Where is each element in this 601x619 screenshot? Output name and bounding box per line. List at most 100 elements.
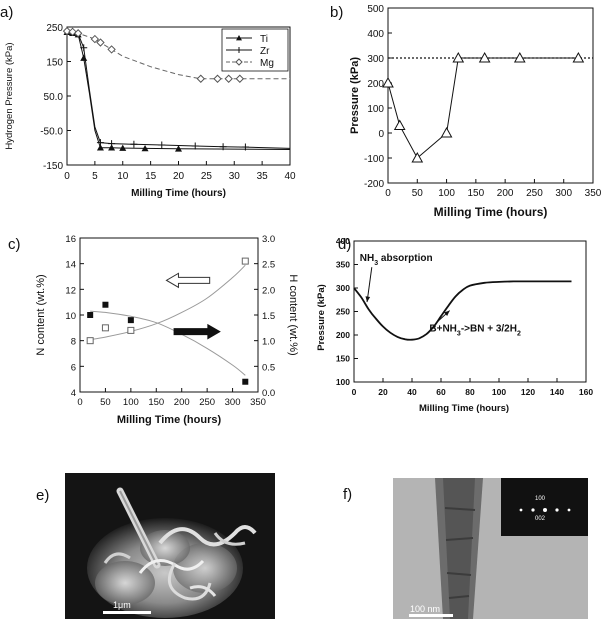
chart-b-ytick-label: 200: [367, 79, 384, 90]
chart-b-ylabel: Pressure (kPa): [349, 57, 361, 134]
chart-a-ytick-label: 50.0: [44, 92, 64, 103]
chart-c-frame: [79, 237, 259, 393]
chart-c-point-right: [241, 257, 249, 265]
chart-c-y2tick-label: 0.5: [262, 362, 275, 373]
chart-d-annotation-tail: ->BN + 3/2H: [461, 324, 517, 335]
chart-a-point-ti: [80, 54, 88, 61]
chart-c-xtick-label: 0: [77, 397, 82, 408]
chart-d-annotation-text: NH: [360, 253, 374, 264]
chart-d-ytick-label: 200: [336, 330, 350, 340]
chart-d-annotation-sub: 3: [374, 260, 378, 267]
chart-d-xtick-label: 20: [378, 387, 388, 397]
tem-micrograph: 100 002 100 nm: [393, 478, 588, 619]
chart-d-annotation-0: NH3 absorption: [360, 253, 433, 267]
chart-c-ytick-label: 4: [71, 388, 76, 399]
chart-a-point-mg: [73, 29, 83, 38]
chart-d-annotation-sub2: 2: [517, 330, 521, 337]
chart-a-point-ti: [119, 144, 127, 151]
chart-a-xtick-label: 25: [201, 171, 213, 182]
chart-d-annotation-text: B+NH: [429, 324, 457, 335]
chart-b-point: [393, 119, 406, 130]
chart-c-arrow-filled: [173, 323, 221, 340]
chart-b-ytick-label: 0: [378, 129, 384, 140]
chart-a-point-zr: [96, 139, 104, 147]
chart-d-xtick-label: 100: [492, 387, 506, 397]
chart-d-xtick-label: 80: [465, 387, 475, 397]
chart-d-ytick-label: 100: [336, 377, 350, 387]
chart-c-ylabel: N content (wt.%): [35, 274, 47, 355]
chart-c-point-right: [127, 326, 135, 334]
chart-a-point-mg: [235, 74, 245, 83]
chart-a-xtick-label: 5: [92, 171, 98, 182]
chart-d-ylabel: Pressure (kPa): [316, 284, 327, 351]
chart-c-ytick-label: 6: [71, 362, 76, 373]
sem-image: [65, 473, 275, 619]
chart-b-ytick-label: -100: [364, 154, 384, 165]
chart-a-point-mg: [68, 27, 77, 37]
chart-a-legend-label: Mg: [260, 58, 274, 69]
chart-c-y2tick-label: 2.5: [262, 260, 275, 271]
chart-d-xtick-label: 160: [579, 387, 593, 397]
chart-d-xtick-label: 60: [436, 387, 446, 397]
chart-d-ytick-label: 250: [336, 307, 350, 317]
chart-d-xtick-label: 0: [352, 387, 357, 397]
chart-a-ytick-label: 250: [46, 23, 63, 34]
chart-a-xtick-label: 10: [117, 171, 129, 182]
chart-c-point-left: [87, 312, 94, 318]
chart-b-point: [440, 126, 453, 138]
chart-a-ytick-label: 150: [46, 58, 63, 69]
chart-a-point-ti: [96, 144, 104, 151]
chart-d-xlabel: Milling Time (hours): [419, 403, 509, 414]
chart-a-point-zr: [80, 44, 88, 52]
chart-a-point-zr: [108, 140, 116, 148]
chart-d-ytick-label: 300: [336, 283, 350, 293]
chart-b-point: [513, 51, 526, 63]
chart-a-point-mg: [90, 34, 100, 44]
chart-a-point-zr: [158, 141, 166, 149]
chart-a-point-mg: [196, 74, 206, 83]
panel-label-a: a): [0, 4, 14, 21]
chart-b-ytick-label: 300: [367, 54, 384, 65]
chart-c-point-left: [127, 317, 134, 324]
chart-a-point-ti: [108, 144, 116, 151]
chart-d-annotation-1: B+NH3->BN + 3/2H2: [429, 324, 521, 338]
chart-a-point-zr: [130, 140, 138, 148]
panel-label-d: d): [338, 236, 352, 253]
chart-c-ytick-label: 16: [65, 234, 76, 245]
chart-b-xlabel: Milling Time (hours): [434, 205, 548, 219]
chart-d-ytick-label: 150: [336, 354, 350, 364]
chart-a-xtick-label: 20: [173, 171, 185, 182]
chart-c-point-left: [242, 378, 249, 385]
chart-b-xtick-label: 300: [555, 188, 572, 199]
chart-d-ytick-label: 400: [336, 236, 350, 246]
chart-a-xlabel: Milling Time (hours): [131, 188, 226, 199]
chart-a: 0 5 10 15 20 25 30 35 40 250 150 50.0 -50.0 -150 Milli…: [4, 23, 296, 199]
chart-c-xtick-label: 100: [123, 397, 139, 408]
chart-c-ytick-label: 8: [71, 337, 76, 348]
chart-b-point: [411, 151, 424, 163]
chart-b-frame: [387, 7, 594, 184]
chart-c-xtick-label: 300: [225, 397, 241, 408]
chart-c-xtick-label: 150: [148, 397, 164, 408]
scale-bar-f: [409, 614, 453, 617]
chart-a-ytick-label: -50.0: [40, 127, 63, 138]
chart-a-legend-label: Zr: [260, 46, 270, 57]
chart-b-ytick-label: 100: [367, 104, 384, 115]
chart-d-ytick-label: 350: [336, 260, 350, 270]
chart-d-xtick-label: 40: [407, 387, 417, 397]
chart-d-annotation-tail: absorption: [378, 253, 432, 264]
chart-b-xtick-label: 0: [385, 188, 391, 199]
chart-b-xtick-label: 50: [412, 188, 424, 199]
chart-a-point-ti: [175, 145, 182, 152]
scale-bar-e: [103, 611, 151, 614]
chart-c-y2label: H content (wt.%): [287, 274, 299, 355]
chart-b-xtick-label: 200: [497, 188, 514, 199]
chart-d-xtick-label: 140: [550, 387, 564, 397]
scale-bar-f-label: 100 nm: [410, 604, 441, 614]
chart-a-legend-marker: [236, 35, 242, 41]
chart-a-point-mg: [107, 45, 116, 54]
chart-d: 0 20 40 60 80 100 120 140 160 100 150 200 250 300 350 4…: [316, 236, 593, 414]
chart-c: 0 50 100 150 200 250 300 350 4 6 8 10 12 14 16 0.0 0.5 1.…: [35, 234, 299, 426]
sem-micrograph: 1μm: [65, 473, 275, 619]
chart-a-ytick-label: -150: [43, 161, 63, 172]
